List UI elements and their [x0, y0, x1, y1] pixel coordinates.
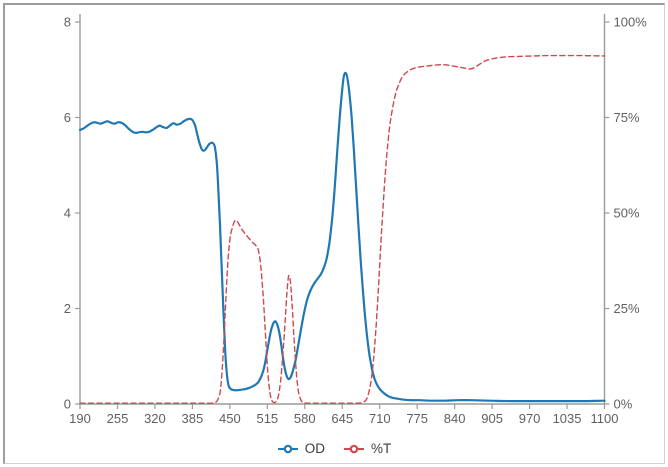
y-left-tick-label-0: 0 [64, 397, 71, 412]
legend-item-t[interactable]: %T [343, 441, 391, 456]
x-tick-label-645: 645 [331, 411, 353, 426]
y-left-tick-label-2: 2 [64, 301, 71, 316]
x-tick-label-710: 710 [369, 411, 391, 426]
y-right-tick-label-75: 75% [614, 110, 640, 125]
x-tick-label-450: 450 [219, 411, 241, 426]
x-tick-label-775: 775 [406, 411, 428, 426]
y-left-tick-label-8: 8 [64, 15, 71, 30]
x-tick-label-320: 320 [144, 411, 166, 426]
x-tick-label-905: 905 [481, 411, 503, 426]
legend-item-od[interactable]: OD [277, 441, 325, 456]
od-series-line [78, 71, 606, 403]
x-tick-label-385: 385 [182, 411, 204, 426]
y-left-tick-label-6: 6 [64, 110, 71, 125]
spectrum-chart-canvas: 190 255 320 385 450 515 580 645 710 775 840 905 970 1… [64, 14, 648, 426]
y-right-tick-label-50: 50% [614, 206, 640, 221]
y-right-tick-label-100: 100% [614, 15, 648, 30]
y-right-tick-label-0: 0% [614, 397, 633, 412]
x-tick-label-1035: 1035 [553, 411, 582, 426]
y-left-tick-label-4: 4 [64, 206, 71, 221]
x-tick-label-840: 840 [444, 411, 466, 426]
x-tick-label-580: 580 [294, 411, 316, 426]
t-legend-marker-icon [344, 444, 364, 453]
y-right-tick-label-25: 25% [614, 301, 640, 316]
x-tick-label-515: 515 [256, 411, 278, 426]
legend-label-t: %T [371, 441, 392, 456]
x-tick-label-190: 190 [69, 411, 91, 426]
x-tick-label-255: 255 [107, 411, 129, 426]
percent-t-series-line [79, 54, 606, 404]
legend-label-od: OD [304, 441, 325, 456]
chart-legend: OD %T [0, 441, 668, 456]
x-tick-label-1100: 1100 [591, 411, 619, 426]
od-legend-marker-icon [277, 444, 298, 453]
x-tick-label-970: 970 [519, 411, 541, 426]
